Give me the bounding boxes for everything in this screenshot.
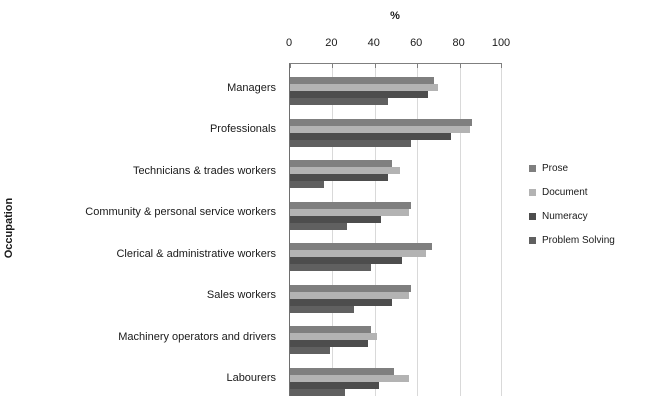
bar (290, 347, 331, 354)
category-label: Labourers (226, 372, 276, 385)
bar (290, 374, 409, 382)
bar (290, 291, 409, 299)
bar (290, 181, 324, 188)
bar (290, 98, 388, 105)
gridline (417, 64, 419, 396)
legend-label: Prose (542, 162, 569, 174)
bar (290, 174, 388, 181)
legend-item: Numeracy (529, 204, 615, 228)
bar (290, 257, 403, 264)
legend-swatch-icon (529, 236, 536, 244)
bar (290, 208, 409, 216)
bar (290, 333, 377, 340)
legend-swatch-icon (529, 164, 536, 172)
x-tick-label: 100 (491, 37, 511, 49)
bar-group (290, 230, 502, 272)
x-tick-label: 0 (285, 37, 293, 49)
category-label: Professionals (209, 123, 276, 136)
bar (290, 243, 433, 250)
category-label: Sales workers (206, 289, 276, 302)
gridline (459, 64, 461, 396)
bar (290, 284, 411, 292)
category-label: Managers (227, 81, 276, 94)
legend-label: Document (542, 186, 588, 198)
bar-group (290, 64, 502, 106)
bar (290, 250, 426, 257)
bar-group (290, 313, 502, 355)
x-tick-label: 20 (325, 37, 338, 49)
category-axis-labels: Managers Professionals Technicians & trade… (0, 63, 283, 395)
legend-label: Problem Solving (542, 234, 615, 246)
category-label: Community & personal service workers (85, 206, 276, 219)
bar (290, 139, 411, 147)
bar (290, 215, 382, 223)
gridline (501, 64, 502, 396)
bar (290, 388, 346, 396)
bar (290, 160, 392, 167)
category-label: Clerical & administrative workers (116, 247, 276, 260)
bar-group (290, 355, 502, 397)
legend: Prose Document Numeracy Problem Solving (529, 156, 615, 252)
bar (290, 340, 369, 347)
x-tick-mark (332, 64, 334, 68)
plot-area (289, 63, 502, 396)
bar-group (290, 272, 502, 314)
gridline (332, 64, 334, 396)
x-tick-label: 40 (367, 37, 380, 49)
bar (290, 125, 471, 133)
legend-label: Numeracy (542, 210, 588, 222)
x-tick-mark (290, 64, 291, 68)
x-axis-title: % (390, 10, 400, 22)
gridline (374, 64, 376, 396)
bar (290, 264, 371, 271)
bar (290, 381, 380, 389)
bar (290, 367, 394, 375)
bar (290, 305, 354, 313)
bar (290, 77, 435, 84)
bar-groups (290, 64, 502, 396)
bar (290, 326, 371, 333)
legend-item: Document (529, 180, 615, 204)
legend-swatch-icon (529, 188, 536, 196)
bar-group (290, 147, 502, 189)
legend-item: Prose (529, 156, 615, 180)
bar (290, 84, 439, 91)
x-tick-mark (501, 64, 502, 68)
bar (290, 132, 452, 140)
bar (290, 222, 348, 230)
category-label: Technicians & trades workers (132, 164, 276, 177)
bar (290, 201, 411, 209)
bar (290, 298, 392, 306)
bar-group (290, 106, 502, 148)
bar (290, 118, 473, 126)
category-label: Machinery operators and drivers (118, 330, 276, 343)
x-axis-tick-labels: 0 20 40 60 80 100 (0, 37, 645, 51)
x-tick-mark (417, 64, 419, 68)
x-tick-label: 80 (452, 37, 465, 49)
x-tick-mark (374, 64, 376, 68)
bar (290, 91, 428, 98)
x-tick-mark (459, 64, 461, 68)
legend-swatch-icon (529, 212, 536, 220)
legend-item: Problem Solving (529, 228, 615, 252)
bar-group (290, 189, 502, 231)
x-tick-label: 60 (410, 37, 423, 49)
bar (290, 167, 401, 174)
